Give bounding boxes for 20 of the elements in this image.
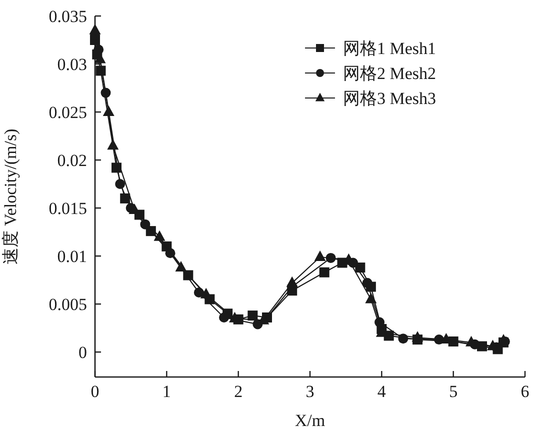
legend-label: 网格3 Mesh3 <box>343 89 436 108</box>
y-tick-label: 0.02 <box>57 151 87 170</box>
x-tick-label: 4 <box>377 382 386 401</box>
ylabel: 速度 Velocity/(m/s) <box>1 128 20 264</box>
x-tick-label: 0 <box>90 382 100 401</box>
y-tick-label: 0.005 <box>48 295 87 314</box>
y-tick-label: 0.015 <box>48 199 87 218</box>
x-tick-label: 5 <box>449 382 458 401</box>
y-tick-label: 0.025 <box>48 103 87 122</box>
y-tick-label: 0 <box>78 343 87 362</box>
y-tick-label: 0.035 <box>48 7 87 26</box>
y-tick-label: 0.01 <box>57 247 87 266</box>
xlabel: X/m <box>294 411 326 430</box>
y-tick-label: 0.03 <box>57 55 87 74</box>
x-tick-label: 1 <box>162 382 171 401</box>
legend-label: 网格1 Mesh1 <box>343 39 436 58</box>
legend-label: 网格2 Mesh2 <box>343 64 436 83</box>
x-tick-label: 3 <box>306 382 314 401</box>
x-tick-label: 6 <box>520 382 530 401</box>
x-tick-label: 2 <box>234 382 243 401</box>
